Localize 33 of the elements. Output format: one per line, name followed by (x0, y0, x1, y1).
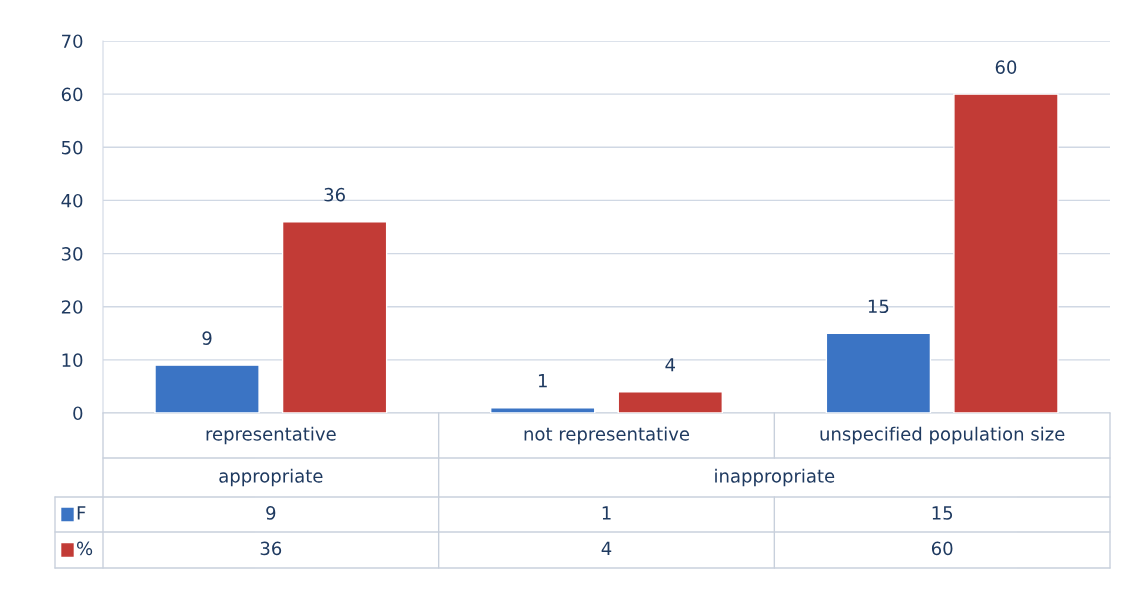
text: inappropriate (715, 468, 835, 487)
text: 4 (601, 541, 612, 555)
data-label: 15 (868, 299, 889, 314)
text: 15 (932, 506, 953, 520)
data-label: 60 (995, 60, 1017, 74)
y-tick-label: 70 (62, 34, 83, 49)
x-tick-label: unspecified population size (820, 426, 1065, 445)
data-label: 36 (324, 187, 345, 202)
text: 36 (260, 541, 282, 556)
y-tick-label: 0 (73, 406, 83, 421)
y-tick-label: 20 (61, 300, 83, 314)
y-tick-label: 30 (61, 247, 83, 261)
data-label: 4 (665, 358, 676, 372)
x-tick-label: not representative (524, 426, 690, 445)
text: appropriate (219, 468, 323, 487)
data-label: 1 (538, 374, 547, 388)
y-tick-label: 40 (61, 193, 83, 208)
bar (953, 93, 1059, 413)
data-label: 9 (202, 331, 212, 346)
text: 1 (602, 506, 611, 520)
y-tick-label: 50 (61, 140, 83, 155)
bar (281, 220, 388, 413)
legend-label: % (77, 541, 93, 556)
x-tick-label: representative (206, 426, 336, 445)
bar (489, 406, 596, 413)
y-tick-label: 10 (62, 353, 83, 367)
text: 60 (931, 541, 953, 556)
bar (617, 391, 723, 413)
bar (154, 364, 260, 413)
text: 9 (266, 506, 276, 520)
legend-label: F (77, 506, 86, 520)
bar (825, 332, 932, 413)
y-tick-label: 60 (61, 87, 83, 102)
